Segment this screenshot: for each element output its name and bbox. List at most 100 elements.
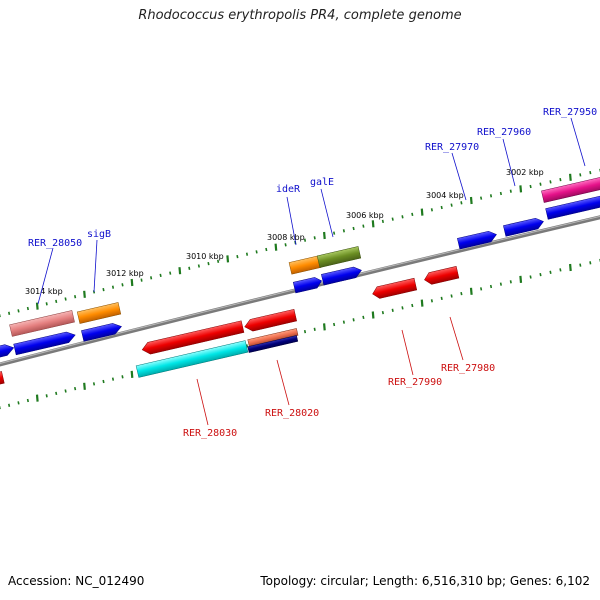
leader-line (570, 117, 586, 167)
minor-tick (303, 238, 307, 242)
gene-feature-reverse-arrow[interactable] (243, 309, 297, 332)
major-tick (519, 185, 523, 193)
minor-tick (559, 268, 562, 272)
gene-label-rer27970[interactable]: RER_27970 (425, 142, 479, 153)
minor-tick (549, 180, 552, 184)
minor-tick (102, 287, 105, 292)
gene-label-rer28050[interactable]: RER_28050 (28, 238, 82, 249)
major-tick (371, 220, 375, 228)
minor-tick (284, 243, 287, 247)
reverse-features (0, 266, 460, 386)
outer-tick-ring (0, 168, 600, 318)
minor-tick (342, 229, 345, 233)
leader-line (401, 329, 414, 376)
minor-tick (430, 299, 433, 303)
minor-tick (509, 189, 512, 193)
kbp-label: 3002 kbp (506, 168, 544, 177)
gene-feature-ider[interactable] (288, 255, 322, 275)
major-tick (323, 323, 326, 331)
minor-tick (333, 231, 336, 235)
gene-label-ider[interactable]: ideR (276, 184, 301, 195)
gene-feature-cyan[interactable] (135, 340, 249, 378)
minor-tick (440, 205, 443, 210)
minor-tick (362, 315, 365, 320)
gene-feature-forward-arrow[interactable] (292, 276, 323, 294)
minor-tick (411, 212, 414, 217)
leader-line (449, 316, 464, 361)
accession-text: Accession: NC_012490 (8, 574, 145, 588)
minor-tick (17, 401, 20, 405)
gene-feature-reverse-arrow[interactable] (371, 277, 418, 300)
major-tick (420, 299, 424, 307)
gene-feature-forward-arrow[interactable] (545, 194, 600, 220)
minor-tick (489, 284, 493, 289)
minor-tick (313, 236, 316, 240)
leader-line (286, 196, 297, 246)
minor-tick (236, 254, 239, 259)
minor-tick (245, 344, 249, 348)
minor-tick (197, 264, 200, 268)
kbp-label: 3010 kbp (186, 252, 224, 261)
minor-tick (381, 310, 384, 315)
gene-label-rer27950[interactable]: RER_27950 (543, 107, 597, 118)
minor-tick (8, 403, 11, 407)
gene-feature-gale[interactable] (316, 246, 362, 268)
minor-tick (480, 287, 483, 291)
gene-feature-reverse-arrow[interactable] (141, 320, 245, 356)
kbp-label: 3014 kbp (25, 287, 63, 296)
minor-tick (159, 273, 162, 278)
major-tick (371, 311, 375, 319)
gene-feature-forward-arrow[interactable] (81, 322, 122, 342)
minor-tick (64, 297, 67, 301)
gene-feature-forward-arrow[interactable] (13, 330, 77, 356)
gene-label-rer28030[interactable]: RER_28030 (183, 428, 237, 439)
gene-feature-sigb[interactable] (76, 302, 122, 324)
major-tick (178, 267, 182, 275)
gene-feature-rer28050[interactable] (9, 310, 75, 337)
gene-feature-forward-arrow[interactable] (0, 343, 15, 359)
kbp-label: 3004 kbp (426, 191, 464, 200)
leader-line (502, 138, 516, 187)
gene-label-rer27980[interactable]: RER_27980 (441, 363, 495, 374)
minor-tick (45, 394, 48, 398)
major-tick (83, 382, 86, 390)
gene-feature-navy[interactable] (247, 335, 299, 353)
major-tick (274, 243, 278, 251)
forward-gene-labels: RER_28050 sigB ideR galE RER_27970 RER_2… (28, 107, 597, 305)
gene-feature-forward-arrow[interactable] (457, 230, 497, 250)
kbp-label: 3012 kbp (106, 269, 144, 278)
gene-feature-rer27950[interactable] (541, 176, 600, 203)
leader-line (451, 152, 467, 201)
minor-tick (579, 263, 582, 267)
minor-tick (450, 294, 453, 298)
gene-label-rer27960[interactable]: RER_27960 (477, 127, 531, 138)
minor-tick (579, 173, 582, 177)
gene-label-sigb[interactable]: sigB (87, 229, 111, 240)
major-tick (569, 263, 572, 272)
reverse-gene-labels: RER_28030 RER_28020 RER_27990 RER_27980 (183, 316, 495, 439)
minor-tick (362, 224, 365, 228)
gene-feature-reverse-arrow[interactable] (423, 266, 460, 285)
minor-tick (102, 379, 105, 384)
minor-tick (333, 322, 336, 327)
minor-tick (411, 303, 414, 308)
gene-label-rer28020[interactable]: RER_28020 (265, 408, 319, 419)
minor-tick (460, 201, 463, 205)
major-tick (35, 302, 39, 310)
minor-tick (391, 217, 394, 221)
gene-feature-reverse-arrow[interactable] (0, 371, 5, 386)
minor-tick (74, 295, 77, 299)
leader-line (37, 247, 54, 305)
minor-tick (188, 266, 191, 270)
major-tick (35, 394, 39, 402)
minor-tick (111, 285, 115, 289)
gene-label-gale[interactable]: galE (310, 177, 334, 188)
gene-feature-forward-arrow[interactable] (503, 217, 544, 237)
forward-features (0, 176, 600, 359)
major-tick (130, 370, 134, 378)
gene-feature-forward-arrow[interactable] (321, 265, 362, 286)
minor-tick (313, 327, 316, 331)
minor-tick (207, 261, 210, 266)
gene-label-rer27990[interactable]: RER_27990 (388, 377, 442, 388)
